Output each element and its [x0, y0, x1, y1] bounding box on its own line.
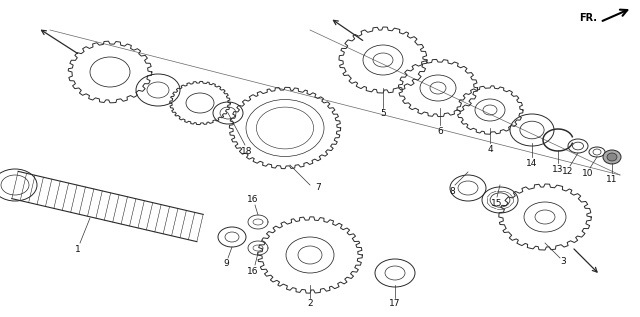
Text: 7: 7: [315, 184, 321, 192]
Text: 8: 8: [449, 186, 455, 196]
Text: 5: 5: [380, 109, 386, 119]
Text: 4: 4: [487, 145, 493, 153]
Text: 2: 2: [307, 300, 313, 308]
Text: 16: 16: [247, 195, 259, 204]
Text: FR.: FR.: [579, 13, 597, 23]
Text: 14: 14: [526, 158, 538, 167]
Text: 3: 3: [560, 257, 566, 267]
Text: 11: 11: [606, 174, 618, 184]
Text: 1: 1: [75, 244, 81, 254]
Text: 10: 10: [582, 170, 594, 178]
Text: 17: 17: [389, 300, 401, 308]
Ellipse shape: [607, 153, 617, 161]
Text: 18: 18: [241, 146, 253, 156]
Ellipse shape: [603, 150, 621, 164]
Text: 12: 12: [563, 167, 573, 177]
Text: 16: 16: [247, 267, 259, 275]
Text: 9: 9: [223, 260, 229, 268]
Text: 6: 6: [437, 126, 443, 135]
Text: 13: 13: [552, 165, 564, 173]
Text: 15: 15: [492, 198, 503, 208]
